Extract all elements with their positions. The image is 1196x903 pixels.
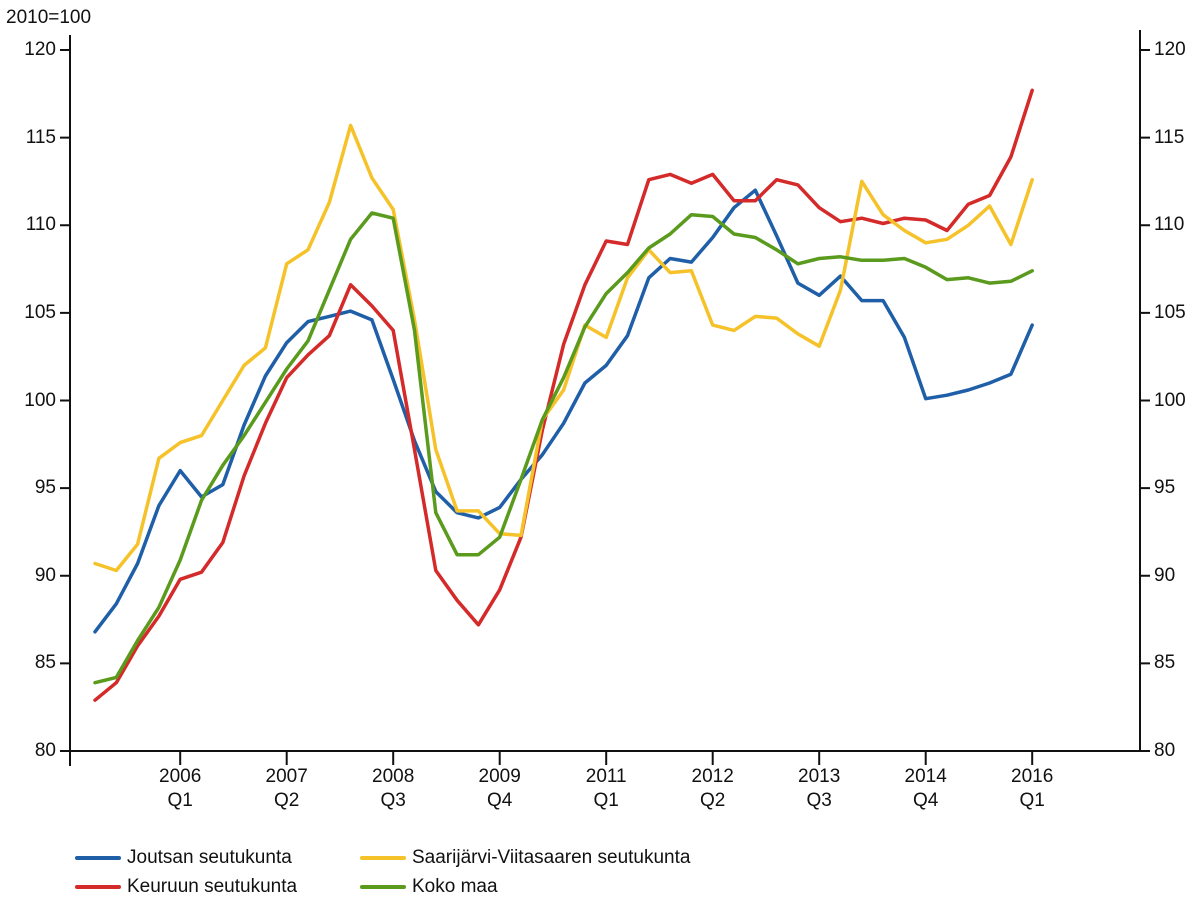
x-tick-label: 2013 Q3: [798, 766, 841, 811]
x-tick-label: 2016 Q1: [1011, 766, 1054, 811]
x-tick-label: 2011 Q1: [585, 766, 627, 811]
x-tick-label: 2008 Q3: [372, 766, 415, 811]
x-tick-label: 2014 Q4: [904, 766, 947, 811]
y-tick-label: 105: [24, 301, 56, 323]
y2-tick-label: 120: [1154, 39, 1186, 60]
series-line: [93, 188, 1034, 634]
y-tick-label: 120: [24, 39, 56, 60]
y2-tick-label: 105: [1154, 301, 1186, 323]
x-tick-label: 2007 Q2: [265, 766, 308, 811]
y-tick-label: 115: [25, 126, 56, 148]
series-line: [93, 211, 1034, 685]
x-tick-label: 2009 Q4: [478, 766, 521, 811]
y2-tick-label: 85: [1154, 652, 1176, 674]
legend-label: Joutsan seutukunta: [127, 847, 292, 868]
series-line: [93, 123, 1034, 573]
y2-tick-label: 110: [1154, 214, 1185, 236]
y2-tick-label: 95: [1154, 477, 1176, 499]
legend-swatch: [360, 885, 406, 889]
y-tick-label: 90: [34, 564, 56, 586]
y-tick-label: 95: [34, 477, 56, 499]
legend-label: Keuruun seutukunta: [127, 876, 298, 897]
y-tick-label: 100: [24, 389, 56, 411]
y2-tick-label: 80: [1154, 740, 1176, 761]
y2-tick-label: 90: [1154, 564, 1176, 586]
x-tick-label: 2006 Q1: [159, 766, 202, 811]
legend-label: Saarijärvi-Viitasaaren seutukunta: [412, 847, 691, 868]
x-tick-label: 2012 Q2: [691, 766, 734, 811]
y-tick-label: 85: [34, 652, 56, 674]
y-axis-label: 2010=100: [6, 7, 92, 28]
legend-label: Koko maa: [412, 876, 498, 897]
legend-swatch: [75, 885, 121, 889]
y2-tick-label: 115: [1154, 126, 1185, 148]
y-tick-label: 80: [34, 740, 56, 761]
legend-swatch: [75, 856, 121, 860]
legend-swatch: [360, 856, 406, 860]
series-line: [93, 88, 1034, 702]
y2-tick-label: 100: [1154, 389, 1186, 411]
y-tick-label: 110: [25, 214, 56, 236]
